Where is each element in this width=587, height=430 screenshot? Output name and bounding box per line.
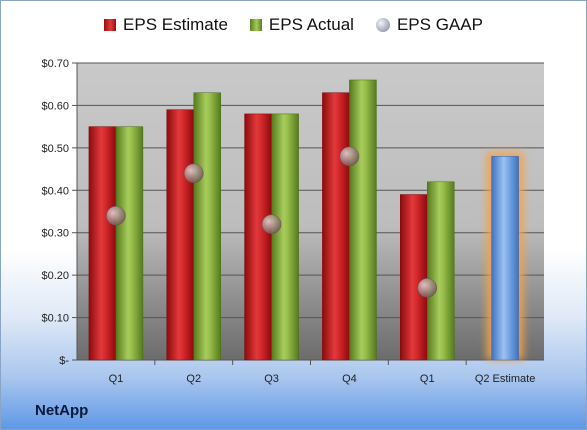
- legend-swatch-actual: [249, 19, 262, 31]
- marker-eps-gaap: [184, 163, 204, 184]
- x-tick-label: Q2: [186, 373, 201, 385]
- legend-label-estimate: EPS Estimate: [123, 15, 228, 34]
- legend: EPS Estimate EPS Actual EPS GAAP: [1, 15, 586, 35]
- y-tick-label: $0.30: [41, 228, 69, 240]
- y-tick-label: $0.60: [41, 100, 69, 112]
- legend-swatch-gaap: [375, 18, 390, 32]
- legend-item-estimate: EPS Estimate: [104, 15, 228, 35]
- y-tick-label: $0.40: [41, 185, 69, 197]
- company-name: NetApp: [35, 402, 89, 419]
- x-tick-label: Q3: [264, 373, 279, 385]
- y-tick-label: $0.50: [41, 143, 69, 155]
- x-tick-label: Q1: [420, 373, 435, 385]
- marker-eps-gaap: [261, 214, 282, 234]
- marker-eps-gaap: [106, 205, 126, 226]
- bar-eps-estimate: [244, 113, 272, 361]
- y-tick-label: $0.20: [41, 270, 69, 282]
- bar-eps-actual: [349, 79, 377, 361]
- legend-swatch-estimate: [104, 19, 117, 31]
- bar-eps-estimate: [400, 194, 428, 361]
- legend-label-gaap: EPS GAAP: [396, 15, 483, 34]
- bar-eps-actual: [115, 126, 144, 361]
- x-tick-label: Q1: [109, 373, 124, 385]
- marker-eps-gaap: [339, 146, 360, 167]
- bar-eps-actual: [193, 92, 221, 361]
- bar-projected-estimate: [491, 156, 519, 361]
- x-tick-label: Q4: [342, 373, 357, 385]
- y-tick-label: $0.10: [41, 313, 69, 325]
- legend-label-actual: EPS Actual: [268, 15, 354, 34]
- x-tick-label: Q2 Estimate: [475, 373, 536, 385]
- legend-item-gaap: EPS GAAP: [375, 15, 483, 35]
- y-tick-label: $0.70: [41, 58, 69, 70]
- legend-item-actual: EPS Actual: [249, 15, 354, 35]
- marker-eps-gaap: [417, 278, 437, 298]
- bar-eps-estimate: [166, 109, 194, 361]
- bar-eps-estimate: [322, 92, 350, 361]
- bar-eps-actual: [427, 181, 455, 361]
- y-tick-label: $-: [59, 355, 69, 367]
- bar-eps-estimate: [88, 126, 117, 361]
- plot-area: [77, 63, 544, 360]
- bar-eps-actual: [271, 113, 299, 361]
